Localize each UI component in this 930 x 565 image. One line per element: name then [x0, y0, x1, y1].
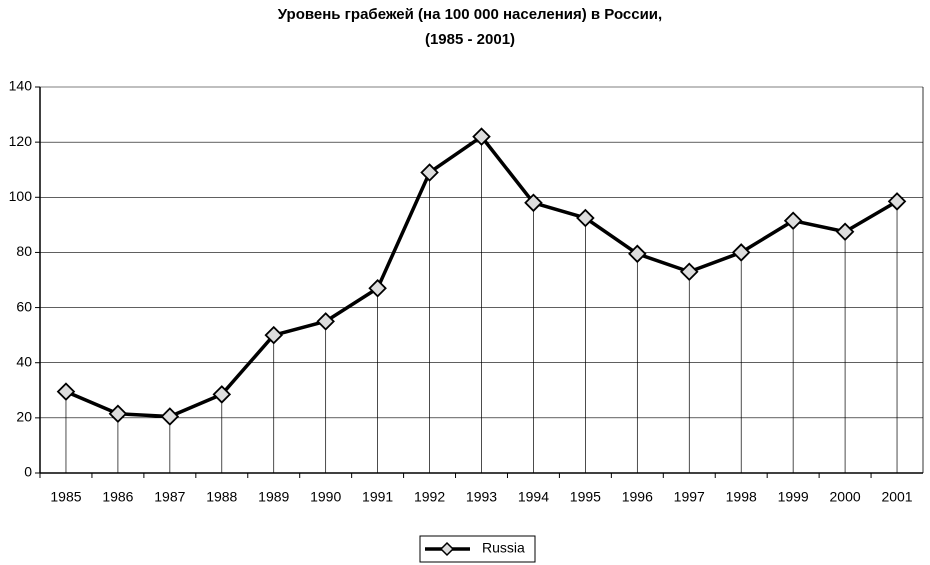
y-tick-label: 100 — [9, 188, 33, 204]
point-marker — [160, 407, 180, 426]
point-marker — [264, 325, 284, 345]
x-tick-label: 1988 — [206, 489, 237, 505]
legend-marker — [439, 541, 455, 557]
point-marker — [576, 208, 595, 228]
point-marker — [731, 243, 751, 262]
y-tick-label: 120 — [9, 133, 33, 149]
x-tick-label: 1993 — [466, 489, 497, 505]
point-marker — [56, 382, 76, 401]
chart-title: Уровень грабежей (на 100 000 населения) … — [278, 6, 662, 23]
point-marker — [887, 192, 907, 211]
point-marker — [316, 312, 335, 331]
point-marker — [472, 127, 491, 146]
y-tick-label: 0 — [24, 464, 32, 480]
point-marker — [835, 222, 855, 242]
x-tick-label: 2000 — [830, 489, 861, 505]
point-marker — [628, 244, 647, 264]
y-tick-label: 40 — [16, 353, 32, 369]
y-tick-label: 140 — [9, 78, 33, 94]
point-marker — [524, 193, 543, 213]
point-marker — [368, 278, 387, 298]
x-tick-label: 1999 — [778, 489, 809, 505]
point-marker — [783, 211, 803, 230]
x-tick-label: 1992 — [414, 489, 445, 505]
x-tick-label: 1991 — [362, 489, 393, 505]
x-tick-label: 1997 — [674, 489, 705, 505]
point-marker — [108, 404, 128, 423]
legend-label: Russia — [482, 540, 525, 556]
x-tick-label: 1986 — [102, 489, 133, 505]
x-tick-label: 2001 — [881, 489, 912, 505]
y-tick-label: 20 — [16, 409, 32, 425]
x-tick-label: 1985 — [50, 489, 81, 505]
y-tick-label: 80 — [16, 243, 32, 259]
point-marker — [420, 163, 439, 182]
x-tick-label: 1995 — [570, 489, 601, 505]
x-tick-label: 1989 — [258, 489, 289, 505]
x-tick-label: 1996 — [622, 489, 653, 505]
chart-subtitle: (1985 - 2001) — [425, 31, 515, 48]
x-tick-label: 1987 — [154, 489, 185, 505]
x-tick-label: 1998 — [726, 489, 757, 505]
x-tick-label: 1994 — [518, 489, 549, 505]
point-marker — [212, 385, 232, 404]
x-tick-label: 1990 — [310, 489, 341, 505]
y-tick-label: 60 — [16, 298, 32, 314]
point-marker — [679, 262, 699, 282]
